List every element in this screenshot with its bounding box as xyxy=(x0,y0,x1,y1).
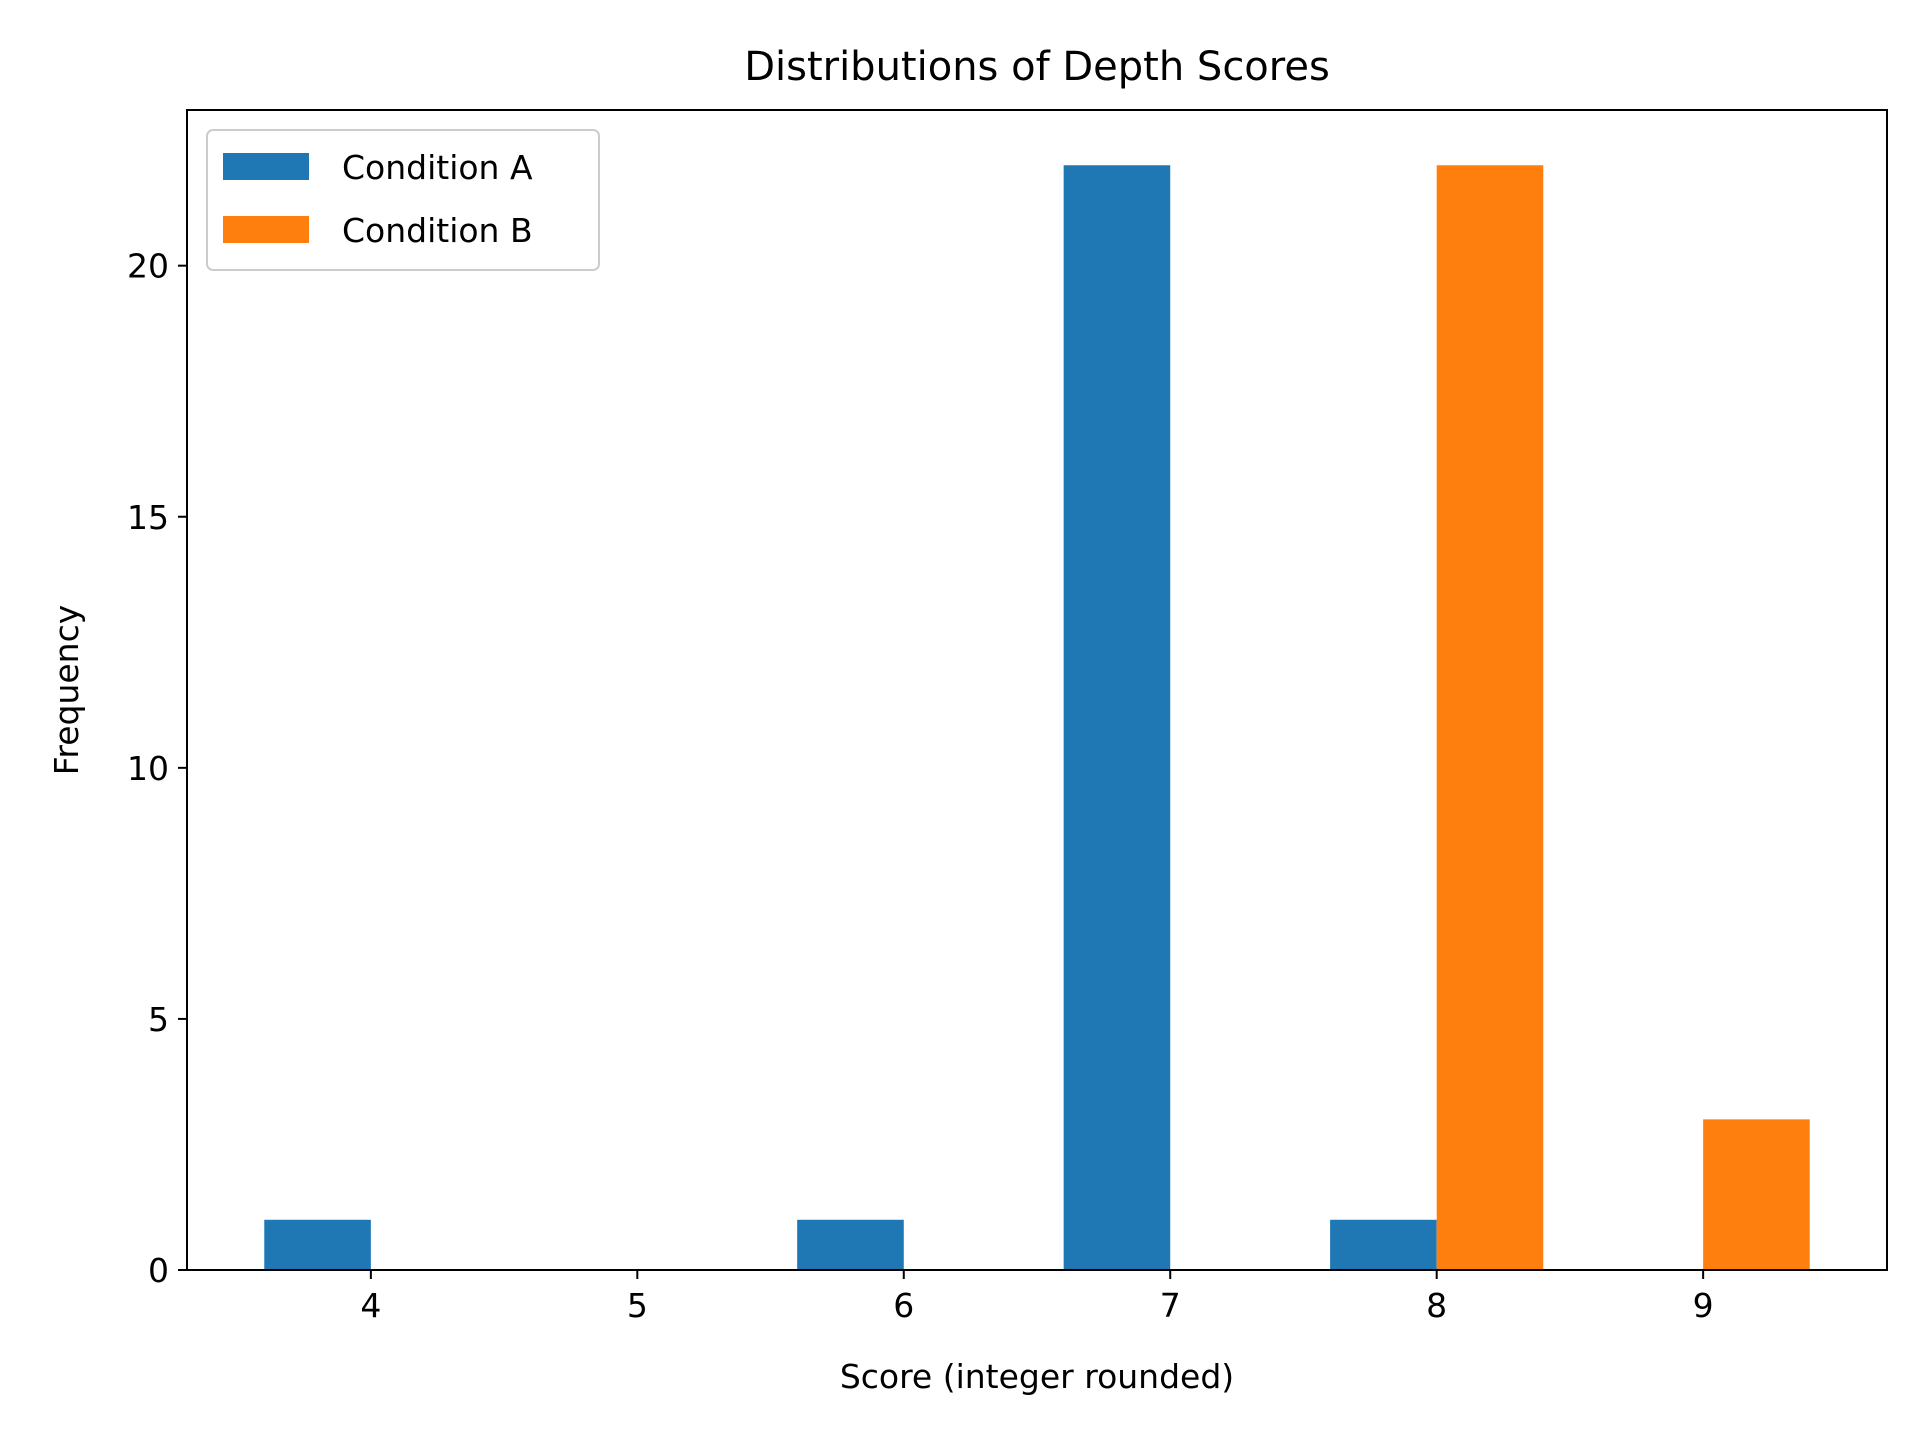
legend-swatch-condition-a xyxy=(223,153,309,180)
y-tick-label: 0 xyxy=(148,1251,169,1290)
x-axis-label: Score (integer rounded) xyxy=(840,1357,1234,1396)
bar-condition-a-6 xyxy=(797,1219,904,1270)
bar-condition-a-7 xyxy=(1063,165,1171,1271)
x-axis: 4 5 6 7 8 9 xyxy=(360,1270,1714,1325)
legend-label-condition-a: Condition A xyxy=(342,148,533,187)
y-axis: 0 5 10 15 20 xyxy=(127,247,187,1290)
bar-condition-b-8 xyxy=(1436,165,1544,1271)
y-tick-label: 15 xyxy=(127,498,169,537)
x-tick-label: 7 xyxy=(1160,1286,1181,1325)
bar-condition-a-4 xyxy=(264,1219,371,1270)
y-axis-label: Frequency xyxy=(47,605,86,775)
x-tick-label: 5 xyxy=(627,1286,648,1325)
y-tick-label: 20 xyxy=(127,247,169,286)
bar-condition-a-8 xyxy=(1330,1219,1437,1270)
x-tick-label: 9 xyxy=(1693,1286,1714,1325)
legend-swatch-condition-b xyxy=(223,216,309,243)
y-tick-label: 5 xyxy=(148,1000,169,1039)
bar-condition-b-9 xyxy=(1703,1119,1810,1270)
chart-title: Distributions of Depth Scores xyxy=(744,44,1330,90)
y-tick-label: 10 xyxy=(127,749,169,788)
legend: Condition A Condition B xyxy=(206,129,600,271)
x-tick-label: 8 xyxy=(1426,1286,1447,1325)
x-tick-label: 4 xyxy=(360,1286,381,1325)
axes-frame xyxy=(186,109,1888,1271)
bars-group xyxy=(264,165,1810,1271)
x-tick-label: 6 xyxy=(893,1286,914,1325)
legend-label-condition-b: Condition B xyxy=(342,211,533,250)
